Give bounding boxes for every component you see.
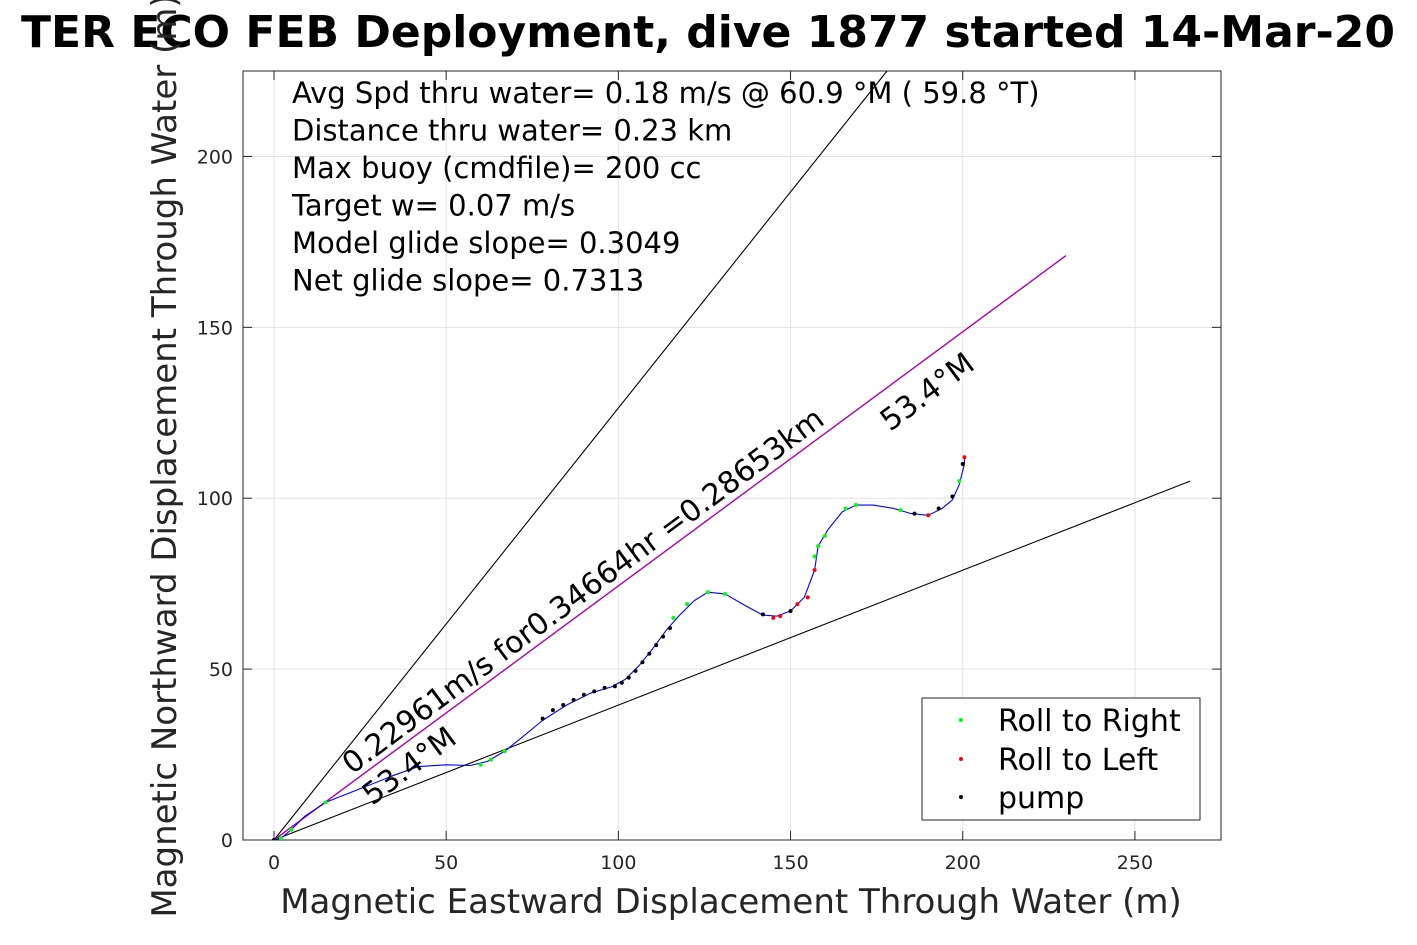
- legend: Roll to Right Roll to Left pump: [921, 697, 1201, 821]
- roll-right-point: [843, 506, 848, 511]
- pump-point: [633, 668, 638, 673]
- roll-left-point: [795, 602, 800, 607]
- pump-point: [760, 612, 765, 617]
- plot-frame: [242, 70, 1222, 841]
- pump-point: [788, 609, 793, 614]
- roll-left-point: [812, 567, 817, 572]
- roll-right-point: [685, 602, 690, 607]
- roll-left-point: [771, 615, 776, 620]
- glide-bound-line: [273, 71, 888, 840]
- annotation-line: Model glide slope= 0.3049: [292, 226, 680, 260]
- axis-ticks: 0 50 100 150 200 250 0 50 100 150 200: [197, 71, 1221, 874]
- x-axis-label: Magnetic Eastward Displacement Through W…: [280, 882, 1182, 922]
- annotation-block: Avg Spd thru water= 0.18 m/s @ 60.9 °M (…: [291, 76, 1040, 298]
- grid: [243, 71, 1221, 841]
- pump-point: [950, 494, 955, 499]
- annotation-line: Net glide slope= 0.7313: [292, 264, 644, 298]
- glide-bound-line: [273, 480, 1191, 840]
- pump-point: [619, 680, 624, 685]
- roll-right-point: [488, 757, 493, 762]
- annotation-line: Target w= 0.07 m/s: [291, 189, 575, 223]
- pump-point: [561, 702, 566, 707]
- roll-right-point: [502, 749, 507, 754]
- roll-left-point: [778, 614, 783, 619]
- track-line: [273, 457, 965, 840]
- y-tick-label: 0: [221, 830, 233, 852]
- legend-marker-roll-right: [959, 718, 963, 722]
- x-tick-label: 200: [945, 852, 981, 874]
- pump-point: [668, 626, 673, 631]
- pump-point: [550, 708, 555, 713]
- roll-left-point: [926, 513, 931, 518]
- y-tick-label: 150: [197, 317, 233, 339]
- track-polyline: [273, 457, 965, 840]
- roll-right-point: [323, 800, 328, 805]
- y-tick-label: 50: [209, 659, 233, 681]
- roll-right-point: [816, 544, 821, 549]
- pump-point: [936, 506, 941, 511]
- roll-right-point: [822, 533, 827, 538]
- pump-point: [661, 634, 666, 639]
- legend-label-roll-right: Roll to Right: [998, 704, 1181, 739]
- roll-right-point: [278, 836, 283, 840]
- roll-left-point: [962, 455, 967, 460]
- y-tick-label: 200: [197, 146, 233, 168]
- legend-marker-roll-left: [959, 757, 963, 761]
- pump-point: [612, 684, 617, 689]
- roll-right-point: [957, 479, 962, 484]
- net-glide-line: [273, 254, 1067, 840]
- roll-left-point: [805, 595, 810, 600]
- legend-box: [921, 697, 1201, 821]
- x-tick-label: 250: [1117, 852, 1153, 874]
- annotation-line: Avg Spd thru water= 0.18 m/s @ 60.9 °M (…: [292, 76, 1040, 110]
- roll-right-point: [478, 762, 483, 767]
- roll-right-point: [705, 590, 710, 595]
- pump-point: [640, 660, 645, 665]
- x-tick-label: 50: [434, 852, 458, 874]
- chart-title: TER ECO FEB Deployment, dive 1877 starte…: [21, 7, 1395, 58]
- roll-right-point: [289, 827, 294, 832]
- roll-right-point: [812, 554, 817, 559]
- pump-point: [571, 697, 576, 702]
- x-tick-label: 100: [600, 852, 636, 874]
- pump-point: [912, 511, 917, 516]
- y-tick-label: 100: [197, 488, 233, 510]
- pump-point: [654, 643, 659, 648]
- x-tick-label: 150: [772, 852, 808, 874]
- reference-lines: [273, 71, 1191, 840]
- legend-label-roll-left: Roll to Left: [998, 743, 1158, 778]
- pump-point: [581, 692, 586, 697]
- pump-point: [960, 462, 965, 467]
- roll-right-point: [898, 508, 903, 513]
- pump-point: [626, 675, 631, 680]
- pump-point: [271, 838, 276, 840]
- track-points: [271, 455, 967, 840]
- annotation-line: Distance thru water= 0.23 km: [292, 114, 732, 148]
- pump-point: [647, 651, 652, 656]
- pump-point: [540, 716, 545, 721]
- legend-marker-pump: [959, 795, 963, 799]
- x-tick-label: 0: [268, 852, 280, 874]
- y-axis-label: Magnetic Northward Displacement Through …: [145, 0, 185, 918]
- roll-right-point: [853, 503, 858, 508]
- roll-right-point: [671, 615, 676, 620]
- annotation-line: Max buoy (cmdfile)= 200 cc: [292, 151, 701, 185]
- pump-point: [602, 685, 607, 690]
- pump-point: [592, 689, 597, 694]
- legend-label-pump: pump: [998, 781, 1084, 816]
- roll-right-point: [723, 591, 728, 596]
